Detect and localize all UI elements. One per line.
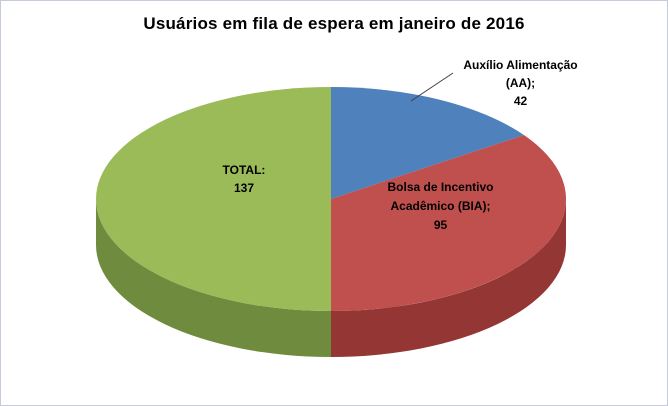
data-label-aa-line2: (AA); (505, 76, 536, 90)
pie-slice-total (96, 87, 331, 311)
data-label-aa: Auxílio Alimentação (AA); 42 (438, 56, 603, 110)
pie-side-total (96, 199, 331, 357)
data-label-bia-line1: Bolsa de Incentivo (387, 180, 494, 194)
data-label-total-line1: TOTAL: (222, 163, 266, 177)
pie-slice-aa (331, 87, 524, 199)
chart-title: Usuários em fila de espera em janeiro de… (143, 14, 525, 33)
leader-line-aa (410, 72, 454, 102)
pie-side-bia (331, 199, 566, 357)
data-label-total: TOTAL: 137 (194, 161, 294, 197)
data-label-bia: Bolsa de Incentivo Acadêmico (BIA); 95 (358, 178, 523, 235)
pie-slice-bia (331, 135, 566, 311)
data-label-total-value: 137 (233, 181, 255, 195)
data-label-bia-line2: Acadêmico (BIA); (390, 199, 491, 213)
data-label-bia-value: 95 (433, 218, 448, 232)
data-label-aa-value: 42 (513, 94, 528, 108)
data-label-aa-line1: Auxílio Alimentação (463, 58, 578, 72)
